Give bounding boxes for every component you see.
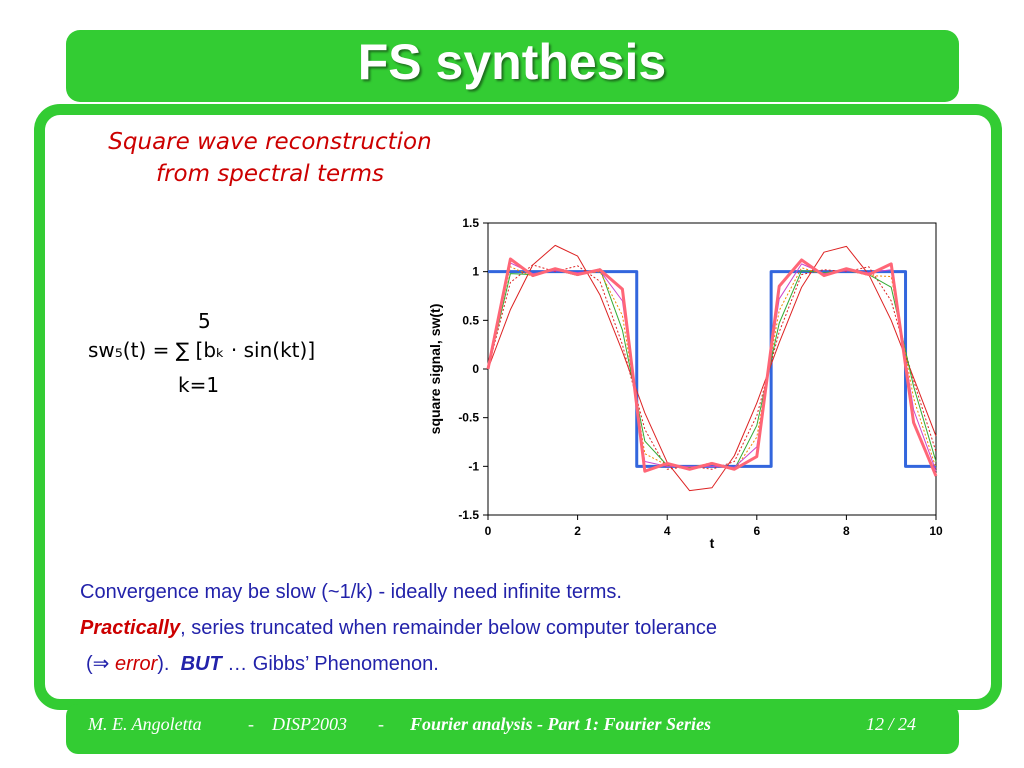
- footer-separator-2: -: [378, 714, 384, 734]
- x-tick-label: 4: [664, 524, 671, 538]
- error-word: error: [115, 653, 158, 675]
- series-line-2: [487, 264, 937, 470]
- content-frame: [34, 104, 1002, 710]
- but-emphasis: BUT: [180, 653, 222, 675]
- subtitle-line-2: from spectral terms: [155, 161, 384, 187]
- square-wave-chart: 1.5 1 0.5 0 -0.5 -1 -1.5 0 2 4 6 8 10 t square signal,…: [427, 216, 943, 551]
- subtitle-line-1: Square wave reconstruction: [108, 129, 432, 155]
- series-line-1: [487, 244, 937, 492]
- formula-upper-limit: 5: [198, 309, 211, 333]
- x-tick-label: 0: [485, 524, 492, 538]
- body-line-1: Convergence may be slow (~1/k) - ideally…: [80, 581, 622, 603]
- x-tick-label: 2: [574, 524, 581, 538]
- footer-course: DISP2003: [272, 714, 347, 734]
- slide-subtitle: Square wave reconstruction from spectral…: [70, 126, 470, 190]
- y-tick-label: 1: [472, 265, 479, 279]
- gibbs-text: … Gibbs’ Phenomenon.: [227, 653, 439, 675]
- x-tick-label: 6: [753, 524, 760, 538]
- footer-bar: [66, 704, 959, 754]
- y-tick-label: 0.5: [462, 313, 479, 327]
- footer-author: M. E. Angoletta: [88, 714, 202, 734]
- y-tick-label: -0.5: [458, 411, 479, 425]
- body-line-3: (⇒ error). BUT … Gibbs’ Phenomenon.: [86, 646, 946, 682]
- footer-separator-1: -: [248, 714, 254, 734]
- synthesis-formula: 5 sw₅(t) = ∑ [bₖ · sin(kt)] k=1: [88, 305, 368, 405]
- footer-page-number: 12 / 24: [866, 714, 917, 734]
- formula-expression: sw₅(t) = ∑ [bₖ · sin(kt)]: [88, 338, 316, 362]
- y-tick-label: -1: [468, 459, 479, 473]
- formula-lower-limit: k=1: [178, 373, 220, 397]
- y-tick-label: 1.5: [462, 216, 479, 230]
- paren-close: ).: [157, 653, 170, 675]
- series-line-6: [486, 257, 938, 477]
- series-line-3: [487, 268, 937, 470]
- x-axis-label: t: [710, 535, 715, 551]
- practically-emphasis: Practically: [80, 617, 181, 639]
- footer-topic: Fourier analysis - Part 1: Fourier Serie…: [410, 714, 712, 734]
- series-line-0: [488, 270, 936, 468]
- x-tick-label: 8: [843, 524, 850, 538]
- implies-arrow: ⇒: [92, 653, 110, 675]
- series-line-5: [487, 262, 937, 472]
- y-tick-label: 0: [472, 362, 479, 376]
- x-tick-label: 10: [929, 524, 943, 538]
- paren-open: (: [86, 653, 93, 675]
- y-axis-label: square signal, sw(t): [427, 304, 443, 435]
- title-bar: [66, 30, 959, 102]
- body-line-2-rest: , series truncated when remainder below …: [180, 617, 718, 639]
- slide-title: FS synthesis: [357, 34, 667, 90]
- body-line-2: Practically, series truncated when remai…: [80, 610, 940, 646]
- series-line-4: [487, 266, 937, 471]
- y-tick-label: -1.5: [458, 508, 479, 522]
